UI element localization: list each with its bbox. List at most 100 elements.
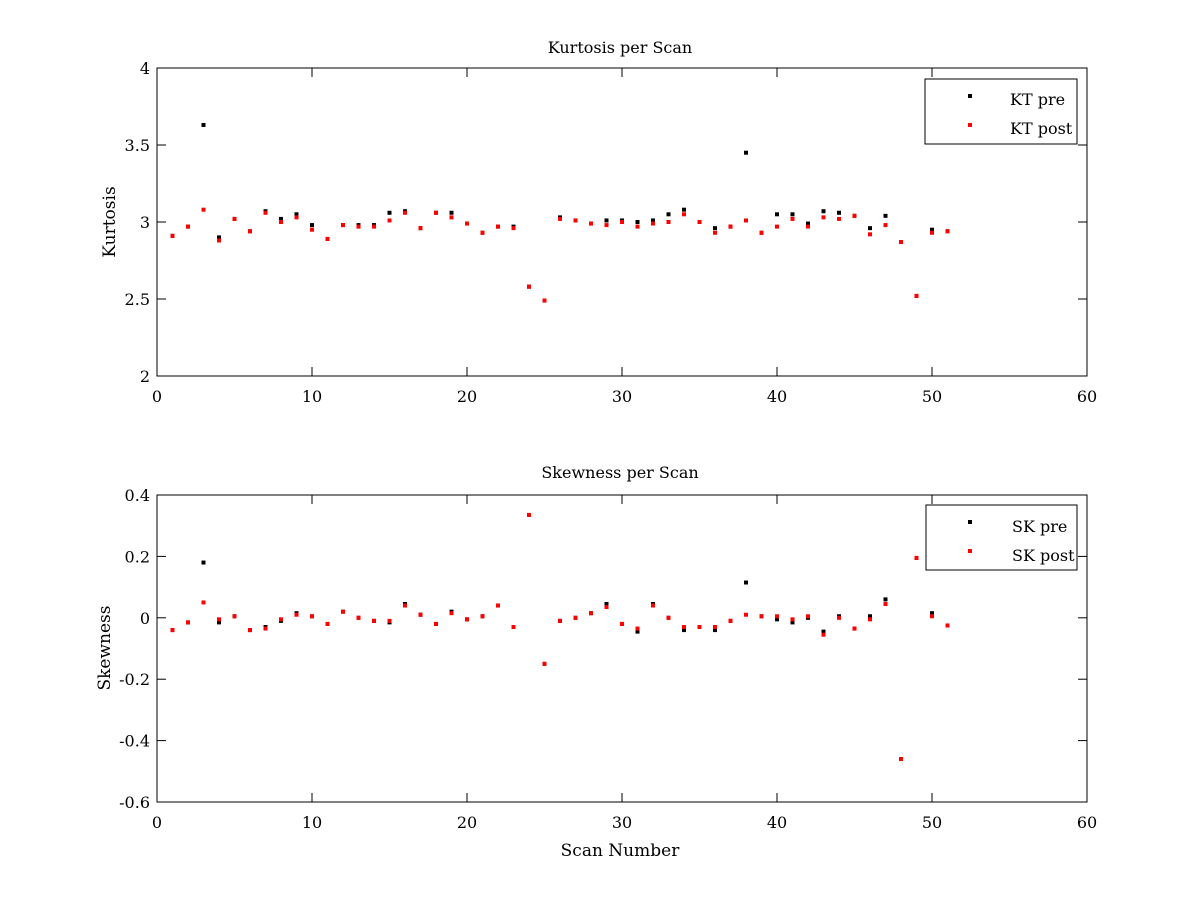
legend-marker-kt-pre xyxy=(968,94,972,98)
data-point-pre xyxy=(744,580,748,585)
data-point-post xyxy=(868,232,872,237)
data-point-post xyxy=(775,614,779,619)
data-point-pre xyxy=(635,220,640,224)
data-point-post xyxy=(542,661,547,666)
data-point-pre xyxy=(775,617,779,622)
data-point-pre xyxy=(310,223,314,228)
data-point-post xyxy=(930,230,934,235)
data-point-post xyxy=(806,224,810,229)
data-point-post xyxy=(837,216,841,221)
data-point-post xyxy=(449,215,454,220)
skewness-plot: Skewness per Scan 0 10 20 30 40 50 60 -0.6 -0.4… xyxy=(95,463,1097,861)
data-point-post xyxy=(744,612,748,617)
data-point-post xyxy=(527,284,531,289)
data-point-post xyxy=(186,224,190,229)
data-point-post xyxy=(341,223,345,228)
data-point-post xyxy=(480,230,485,235)
data-point-post xyxy=(620,621,624,626)
data-point-pre xyxy=(837,210,841,215)
data-point-pre xyxy=(806,221,810,226)
data-point-pre xyxy=(930,227,934,232)
data-point-post xyxy=(449,611,454,616)
data-point-post xyxy=(589,221,593,226)
data-point-pre xyxy=(666,212,671,217)
x-axis: 0 10 20 30 40 50 60 xyxy=(152,68,1097,406)
chart-title: Skewness per Scan xyxy=(541,463,698,482)
data-point-post xyxy=(403,603,407,608)
data-point-post xyxy=(821,632,826,637)
x-tick-label: 40 xyxy=(767,813,787,832)
data-point-pre xyxy=(775,212,779,217)
data-point-pre xyxy=(883,597,888,602)
x-tick-label: 20 xyxy=(457,813,477,832)
data-point-post xyxy=(868,617,872,622)
data-point-post xyxy=(914,293,919,298)
data-point-post xyxy=(387,218,392,223)
data-point-post xyxy=(356,224,361,229)
data-point-post xyxy=(713,230,717,235)
data-point-post xyxy=(372,224,376,229)
data-point-pre xyxy=(868,614,872,619)
y-axis-label: Kurtosis xyxy=(100,186,120,257)
data-point-post xyxy=(682,625,686,630)
data-point-pre xyxy=(682,628,686,633)
data-point-post xyxy=(279,220,283,224)
data-point-post xyxy=(666,220,671,224)
chart-title: Kurtosis per Scan xyxy=(548,38,692,57)
legend: KT pre KT post xyxy=(924,78,1078,145)
data-point-post xyxy=(620,220,624,224)
data-point-post xyxy=(604,605,609,610)
data-point-post xyxy=(542,298,547,303)
x-tick-label: 10 xyxy=(302,387,322,406)
data-point-post xyxy=(930,614,934,619)
data-point-post xyxy=(170,233,175,238)
legend-marker-sk-pre xyxy=(968,520,972,524)
data-point-post xyxy=(883,223,888,228)
data-point-pre xyxy=(201,122,206,127)
data-point-post xyxy=(852,213,857,218)
x-tick-label: 60 xyxy=(1077,387,1097,406)
data-point-post xyxy=(775,224,779,229)
data-point-post xyxy=(325,236,330,241)
data-point-post xyxy=(294,612,299,617)
data-point-post xyxy=(558,618,562,623)
data-point-pre xyxy=(790,620,795,625)
data-point-post xyxy=(217,238,221,243)
data-point-post xyxy=(635,224,640,229)
data-point-pre xyxy=(883,213,888,218)
data-point-post xyxy=(186,620,190,625)
data-point-pre xyxy=(713,226,717,231)
data-point-post xyxy=(496,224,500,229)
data-point-post xyxy=(682,212,686,217)
x-tick-label: 50 xyxy=(922,813,942,832)
y-tick-label: -0.6 xyxy=(119,793,150,812)
data-point-post xyxy=(465,221,469,226)
y-tick-label: 0.4 xyxy=(125,486,150,505)
data-point-pre xyxy=(201,560,206,565)
y-tick-label: 2 xyxy=(140,367,150,386)
data-point-post xyxy=(310,227,314,232)
data-point-post xyxy=(728,224,733,229)
data-point-post xyxy=(527,512,531,517)
data-point-pre xyxy=(682,207,686,212)
data-point-post xyxy=(232,216,237,221)
data-point-pre xyxy=(930,611,934,616)
data-point-post xyxy=(217,617,221,622)
data-point-post xyxy=(697,220,702,224)
data-point-post xyxy=(248,229,252,234)
data-point-pre xyxy=(294,212,299,217)
x-tick-label: 0 xyxy=(152,813,162,832)
data-point-pre xyxy=(651,218,655,223)
data-point-post xyxy=(744,218,748,223)
data-point-post xyxy=(201,600,206,605)
y-tick-label: 3.5 xyxy=(125,136,150,155)
data-point-post xyxy=(573,615,578,620)
x-tick-label: 50 xyxy=(922,387,942,406)
data-point-post xyxy=(899,240,903,245)
data-point-post xyxy=(573,218,578,223)
legend-label-kt-pre: KT pre xyxy=(1010,90,1065,109)
data-point-pre xyxy=(821,209,826,214)
data-point-post xyxy=(496,603,500,608)
data-point-post xyxy=(635,626,640,631)
